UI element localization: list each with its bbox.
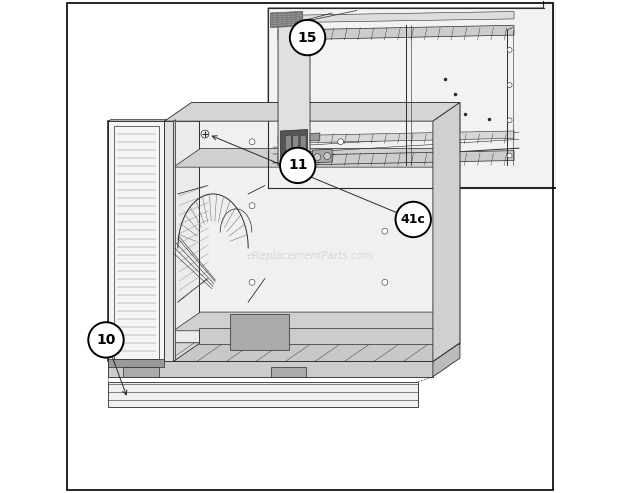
Polygon shape [271,11,303,28]
Circle shape [507,83,512,88]
Polygon shape [174,343,460,361]
Polygon shape [174,312,460,331]
Circle shape [507,118,512,123]
Polygon shape [164,120,167,361]
Polygon shape [164,103,460,121]
Polygon shape [310,133,320,141]
Text: 15: 15 [298,31,317,44]
Polygon shape [433,103,460,361]
Polygon shape [164,120,175,121]
Circle shape [382,228,388,234]
Polygon shape [108,121,164,361]
Polygon shape [278,25,514,40]
Polygon shape [108,359,164,367]
Circle shape [507,47,512,52]
Polygon shape [278,131,514,143]
Text: 11: 11 [288,158,308,173]
Polygon shape [108,343,460,361]
Polygon shape [278,151,514,165]
Polygon shape [278,11,514,23]
Polygon shape [174,121,433,361]
Polygon shape [123,367,159,377]
Polygon shape [199,104,459,344]
Polygon shape [293,135,299,158]
Circle shape [249,203,255,209]
Polygon shape [108,120,167,121]
Polygon shape [199,103,460,104]
Circle shape [249,139,255,144]
Polygon shape [174,120,175,361]
Polygon shape [268,0,620,187]
Polygon shape [312,149,332,163]
Polygon shape [459,103,460,344]
Polygon shape [271,367,306,377]
Polygon shape [199,328,459,344]
Circle shape [88,322,123,357]
Polygon shape [280,130,308,160]
Circle shape [280,148,316,183]
Circle shape [382,280,388,285]
Polygon shape [108,382,418,407]
Circle shape [314,154,321,160]
Polygon shape [108,361,433,377]
Polygon shape [433,343,460,377]
Circle shape [249,280,255,285]
Polygon shape [230,314,289,350]
Circle shape [338,139,343,144]
Circle shape [324,153,330,159]
Polygon shape [174,148,460,167]
Circle shape [507,153,512,158]
Circle shape [396,202,431,237]
Text: 41c: 41c [401,213,426,226]
Text: eReplacementParts.com: eReplacementParts.com [246,251,374,261]
Polygon shape [164,121,174,361]
Polygon shape [278,23,310,165]
Polygon shape [300,135,306,158]
Circle shape [290,20,326,55]
Polygon shape [285,135,291,158]
Text: 10: 10 [96,333,116,347]
Polygon shape [310,155,320,163]
